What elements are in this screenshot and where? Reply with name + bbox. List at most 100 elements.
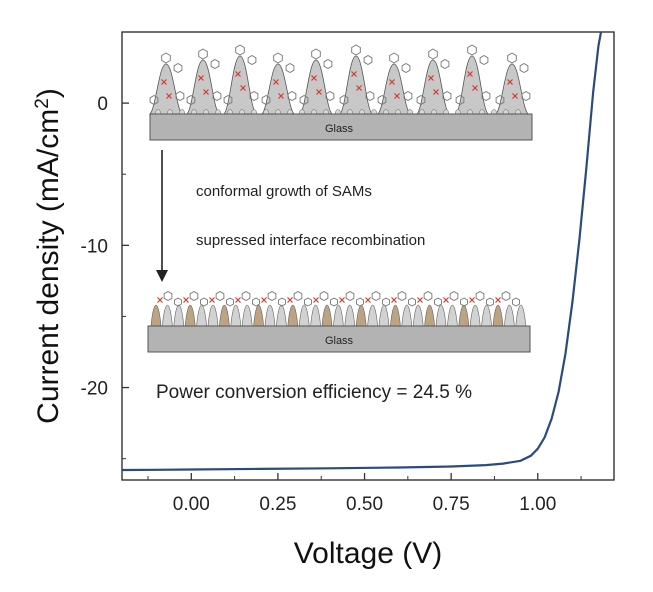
- anchor-group-icon: [166, 93, 172, 99]
- molecule-ring-icon: [212, 90, 222, 102]
- molecule-ring-icon: [149, 94, 159, 106]
- molecule-ring-icon: [223, 94, 233, 106]
- y-axis-title: Current density (mA/cm2): [32, 88, 66, 424]
- anchor-group-icon: [495, 297, 501, 303]
- molecule-ring-icon: [293, 290, 303, 302]
- molecule-ring-icon: [455, 94, 465, 106]
- conformal-bump: [298, 304, 310, 327]
- conformal-bump: [458, 304, 470, 327]
- top-glass-substrate: [149, 113, 533, 141]
- molecule-ring-icon: [401, 62, 411, 74]
- molecule-ring-icon: [304, 297, 312, 307]
- molecule-ring-icon: [495, 94, 505, 106]
- anchor-group-icon: [240, 85, 246, 91]
- conformal-bump: [321, 304, 333, 327]
- molecule-ring-icon: [403, 90, 413, 102]
- conformal-bump: [344, 304, 356, 327]
- molecule-ring-icon: [521, 90, 531, 102]
- molecule-ring-icon: [299, 94, 309, 106]
- jv-curve-line: [121, 31, 603, 472]
- anchor-group-icon: [389, 79, 395, 85]
- molecule-ring-icon: [501, 290, 511, 302]
- y-tick-label: -10: [81, 236, 108, 257]
- molecule-ring-icon: [325, 90, 335, 102]
- molecule-ring-icon: [449, 290, 459, 302]
- small-bump: [370, 109, 378, 115]
- molecule-ring-icon: [278, 297, 286, 307]
- anchor-group-icon: [428, 75, 434, 81]
- x-tick-label: 0.75: [433, 494, 470, 515]
- anchor-group-icon: [183, 297, 189, 303]
- process-arrow: [156, 150, 168, 282]
- annotation-supressed-recombination: supressed interface recombination: [196, 232, 425, 249]
- conformal-bump: [264, 304, 276, 327]
- conformal-bump: [424, 304, 435, 327]
- conformal-bump: [469, 304, 481, 327]
- molecule-ring-icon: [175, 90, 185, 102]
- y-tick-label: 0: [97, 94, 108, 115]
- molecule-ring-icon: [507, 52, 517, 64]
- molecule-ring-icon: [442, 90, 452, 102]
- molecule-ring-icon: [356, 297, 364, 307]
- molecule-ring-icon: [330, 297, 338, 307]
- molecule-ring-icon: [186, 94, 196, 106]
- y-axis-title-close: ): [32, 88, 65, 98]
- rough-peak: [339, 55, 373, 115]
- molecule-ring-icon: [161, 52, 171, 64]
- bottom-glass-label: Glass: [325, 335, 354, 347]
- anchor-group-icon: [278, 93, 284, 99]
- conformal-bump: [447, 304, 458, 327]
- molecule-ring-icon: [287, 90, 297, 102]
- x-axis-ticks: 0.00 0.25 0.50 0.75 1.00: [147, 473, 582, 515]
- molecule-ring-icon: [467, 44, 477, 56]
- anchor-group-icon: [313, 297, 319, 303]
- top-sam-peaks: [149, 44, 531, 115]
- conformal-bump: [253, 304, 264, 327]
- anchor-group-icon: [472, 85, 478, 91]
- conformal-bump: [492, 304, 504, 327]
- molecule-ring-icon: [486, 297, 494, 307]
- rough-peak: [261, 63, 295, 115]
- anchor-group-icon: [261, 297, 267, 303]
- conformal-bump: [207, 304, 219, 327]
- molecule-ring-icon: [365, 90, 375, 102]
- anchor-group-icon: [365, 297, 371, 303]
- molecule-ring-icon: [200, 297, 208, 307]
- molecule-ring-icon: [311, 48, 321, 60]
- anchor-group-icon: [339, 297, 345, 303]
- rough-peak: [149, 63, 183, 115]
- anchor-group-icon: [507, 79, 513, 85]
- x-tick-label: 0.25: [259, 494, 296, 515]
- y-axis-title-main: Current density (mA/cm: [32, 109, 65, 424]
- anchor-group-icon: [351, 71, 357, 77]
- conformal-bump: [150, 304, 162, 327]
- molecule-ring-icon: [389, 52, 399, 64]
- molecule-ring-icon: [475, 290, 485, 302]
- rough-peak: [455, 55, 489, 115]
- conformal-bump: [367, 304, 378, 327]
- conformal-bump: [219, 304, 230, 327]
- conformal-bump: [515, 304, 527, 327]
- anchor-group-icon: [469, 297, 475, 303]
- molecule-ring-icon: [377, 94, 387, 106]
- molecule-ring-icon: [247, 54, 257, 66]
- molecule-ring-icon: [226, 297, 234, 307]
- molecule-ring-icon: [323, 58, 333, 70]
- conformal-bump: [173, 304, 185, 327]
- molecule-ring-icon: [261, 94, 271, 106]
- anchor-group-icon: [273, 79, 279, 85]
- anchor-group-icon: [209, 297, 215, 303]
- molecule-ring-icon: [519, 62, 529, 74]
- conformal-bump: [333, 304, 344, 327]
- molecule-ring-icon: [479, 54, 489, 66]
- molecule-ring-icon: [173, 62, 183, 74]
- molecule-ring-icon: [235, 44, 245, 56]
- molecule-ring-icon: [210, 58, 220, 70]
- top-glass-label: Glass: [325, 123, 354, 135]
- conformal-bump: [355, 304, 367, 327]
- bottom-sam-peaks: [150, 290, 527, 327]
- y-axis-ticks: 0 -10 -20: [81, 94, 129, 460]
- conformal-bump: [401, 304, 413, 327]
- x-tick-label: 0.50: [346, 494, 383, 515]
